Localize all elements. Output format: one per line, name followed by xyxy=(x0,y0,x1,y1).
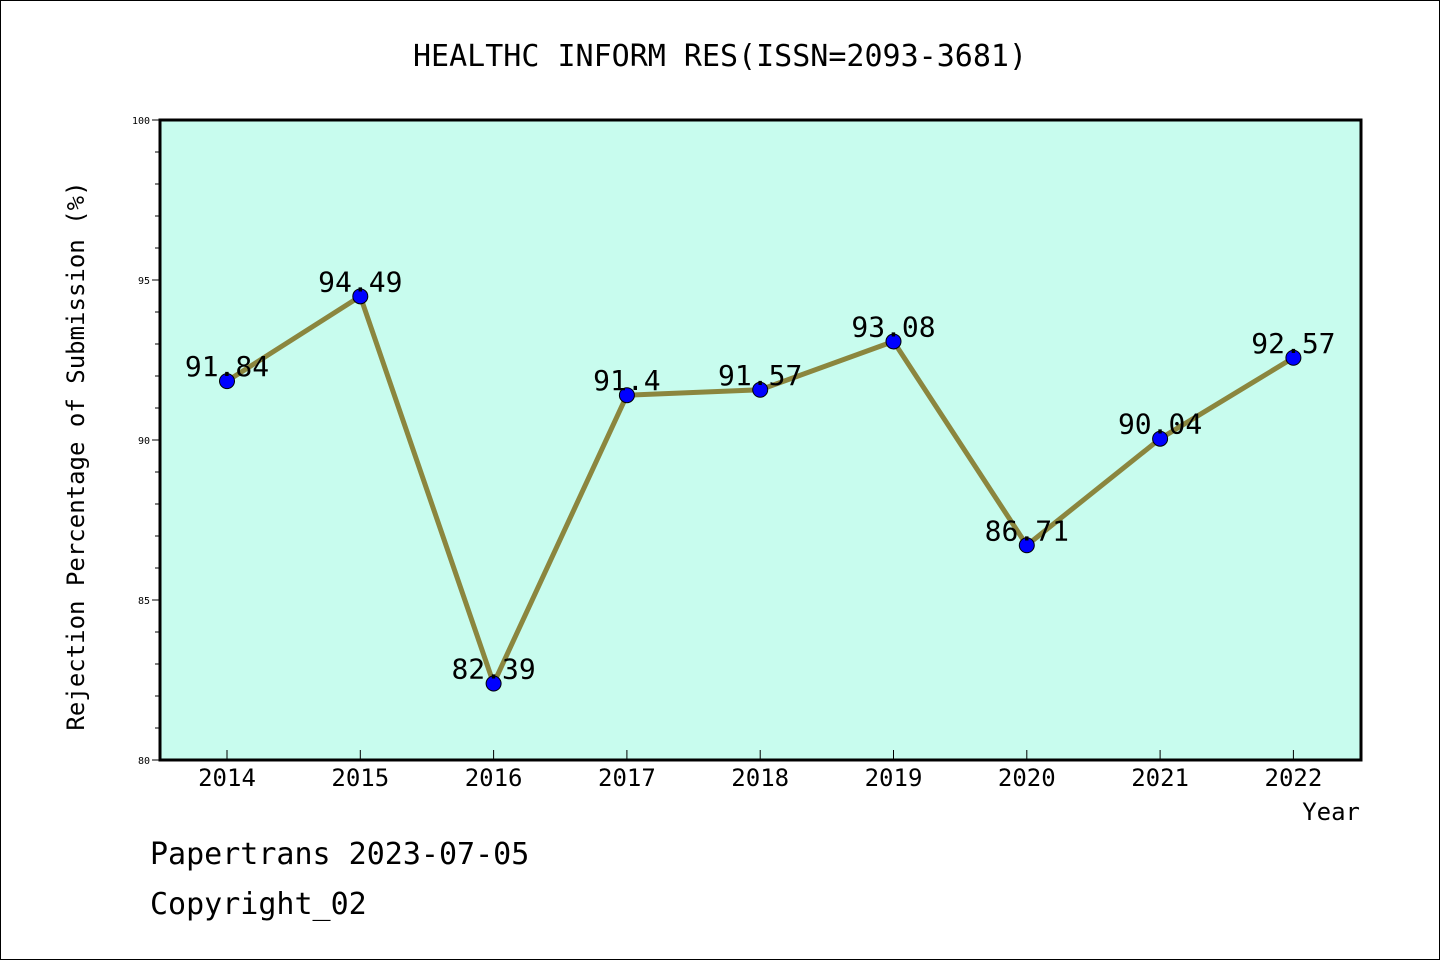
y-axis: 80 85 90 95 100 xyxy=(132,116,160,767)
series-layer xyxy=(219,288,1302,692)
y-tick-label: 100 xyxy=(132,116,150,127)
footer-date: Papertrans 2023-07-05 xyxy=(150,837,529,872)
data-point xyxy=(885,333,902,350)
y-tick-label: 80 xyxy=(138,756,150,767)
data-point xyxy=(1285,349,1302,366)
x-tick-label: 2014 xyxy=(198,764,256,792)
data-point xyxy=(485,675,502,692)
x-axis-title: Year xyxy=(1302,798,1360,826)
data-point xyxy=(352,288,369,305)
data-point xyxy=(1018,537,1035,554)
data-point xyxy=(219,373,235,390)
data-point xyxy=(752,381,769,398)
chart-title: HEALTHC INFORM RES(ISSN=2093-3681) xyxy=(413,39,1027,74)
y-tick-label: 95 xyxy=(138,276,150,287)
data-label: 94.49 xyxy=(318,265,402,298)
data-label: 91.4 xyxy=(593,364,660,397)
data-label: 92.57 xyxy=(1251,327,1335,360)
x-tick-label: 2017 xyxy=(598,764,656,792)
data-label: 91.84 xyxy=(185,350,269,383)
x-axis: 2014 2015 2016 2017 2018 2019 2020 2021 2022 xyxy=(198,750,1322,792)
y-axis-title: Rejection Percentage of Submission (%) xyxy=(62,181,90,730)
x-tick-label: 2019 xyxy=(865,764,923,792)
y-tick-label: 85 xyxy=(138,596,150,607)
data-point xyxy=(618,387,635,404)
data-label: 91.57 xyxy=(718,359,802,392)
data-label: 93.08 xyxy=(851,310,935,343)
x-tick-label: 2016 xyxy=(465,764,523,792)
data-point xyxy=(1152,430,1169,447)
data-label: 86.71 xyxy=(985,514,1069,547)
y-tick-label: 90 xyxy=(138,436,150,447)
data-label: 90.04 xyxy=(1118,408,1202,441)
data-label: 82.39 xyxy=(451,653,535,686)
data-labels: 91.84 94.49 82.39 91.4 91.57 93.08 86.71 90.04 9… xyxy=(185,265,1336,685)
x-tick-label: 2018 xyxy=(731,764,789,792)
x-tick-label: 2015 xyxy=(331,764,389,792)
x-tick-label: 2021 xyxy=(1131,764,1189,792)
footer-copyright: Copyright_02 xyxy=(150,887,367,922)
x-tick-label: 2022 xyxy=(1265,764,1323,792)
x-tick-label: 2020 xyxy=(998,764,1056,792)
